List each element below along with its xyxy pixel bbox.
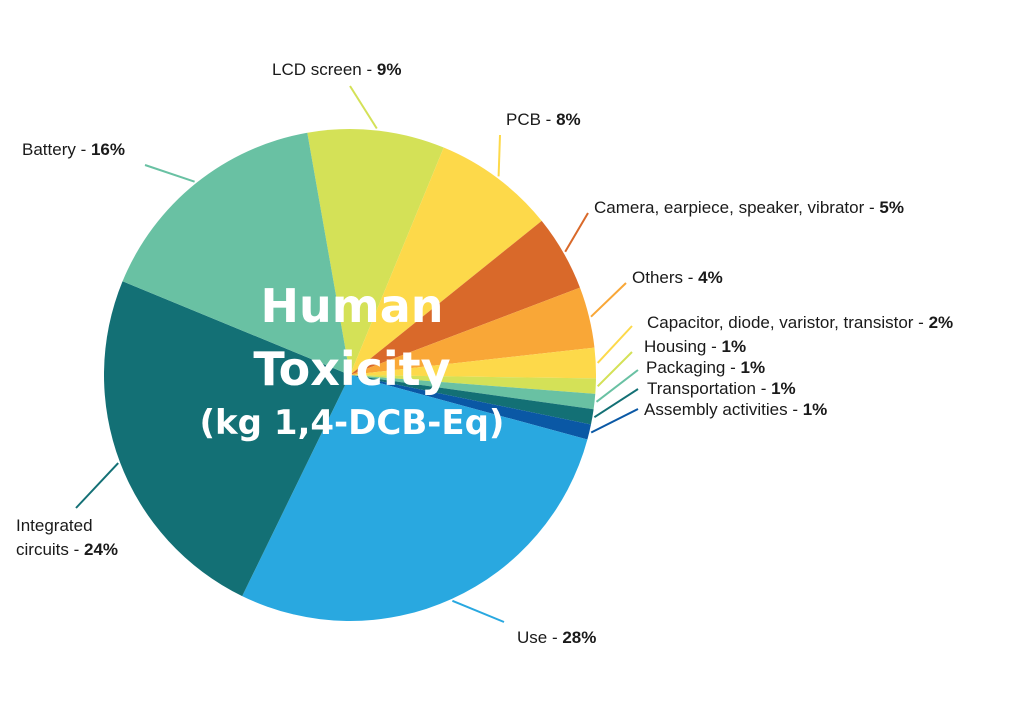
leader-line-lcd-screen <box>349 85 378 130</box>
leader-lines <box>75 85 639 623</box>
leader-line-housing <box>596 351 633 388</box>
pie-slice-transportation <box>350 375 594 425</box>
center-title-line-1: Human <box>261 279 444 333</box>
center-title-line-3: (kg 1,4-DCB-Eq) <box>200 403 505 443</box>
pie-slice-others <box>350 287 595 375</box>
slice-label-others: Others - 4% <box>632 268 723 287</box>
slice-label-assembly-activities: Assembly activities - 1% <box>644 400 827 419</box>
slice-label-pcb: PCB - 8% <box>506 110 581 129</box>
leader-line-transportation <box>593 388 639 419</box>
pie-slice-packaging <box>350 375 596 410</box>
slice-labels: LCD screen - 9% PCB - 8% Camera, earpiece,… <box>16 60 953 647</box>
pie-slice-lcd-screen <box>307 129 444 375</box>
slice-label-housing: Housing - 1% <box>644 337 746 356</box>
pie-slice-pcb <box>350 147 542 375</box>
pie-slice-use <box>242 375 588 621</box>
slice-label-camera-earpiece-speaker-vibrator: Camera, earpiece, speaker, vibrator - 5% <box>594 198 904 217</box>
pie-slice-capacitor-diode-varistor-transistor <box>350 347 597 379</box>
leader-line-assembly-activities <box>590 408 639 434</box>
pie-slice-integrated-circuits <box>104 281 351 597</box>
pie-slice-housing <box>350 375 596 394</box>
chart-center-title: Human Toxicity (kg 1,4-DCB-Eq) <box>200 279 505 443</box>
slice-label-integrated-circuits: Integrated circuits - 24% <box>16 516 118 559</box>
slice-label-use: Use - 28% <box>517 628 596 647</box>
leader-line-pcb <box>497 134 501 177</box>
slice-label-lcd-screen: LCD screen - 9% <box>272 60 401 79</box>
leader-line-integrated-circuits <box>75 462 119 509</box>
slice-label-capacitor-diode-varistor-transistor: Capacitor, diode, varistor, transistor -… <box>647 313 953 332</box>
leader-line-battery <box>144 164 195 183</box>
slice-label-transportation: Transportation - 1% <box>647 379 796 398</box>
leader-line-use <box>452 599 505 623</box>
pie-slice-camera-earpiece-speaker-vibrator <box>350 220 580 375</box>
pie-slice-battery <box>122 132 350 375</box>
leader-line-others <box>590 282 627 318</box>
center-title-line-2: Toxicity <box>253 342 450 396</box>
slice-label-battery: Battery - 16% <box>22 140 125 159</box>
leader-line-packaging <box>595 369 639 403</box>
pie-slices <box>104 129 597 621</box>
leader-line-camera-earpiece-speaker-vibrator <box>564 212 589 253</box>
leader-line-capacitor-diode-varistor-transistor <box>596 325 633 364</box>
pie-slice-assembly-activities <box>350 375 591 440</box>
slice-label-packaging: Packaging - 1% <box>646 358 765 377</box>
